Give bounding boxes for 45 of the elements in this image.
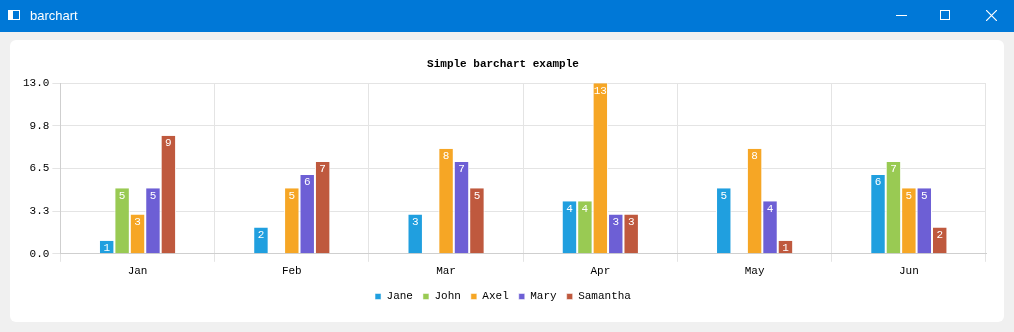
legend-label: Samantha xyxy=(578,290,632,303)
legend-label: Axel xyxy=(482,290,509,303)
data-label: 7 xyxy=(458,163,465,176)
text: barchart xyxy=(30,8,78,23)
legend-label: Mary xyxy=(530,290,558,303)
x-tick-label: Jun xyxy=(898,265,919,278)
data-label: 4 xyxy=(766,202,774,215)
data-label: 7 xyxy=(890,163,897,176)
y-tick-label: 6.5 xyxy=(29,162,50,175)
data-label: 4 xyxy=(566,202,574,215)
y-tick-label: 0.0 xyxy=(29,247,50,260)
x-tick-label: Jan xyxy=(127,265,148,278)
data-label: 13 xyxy=(593,84,607,97)
data-label: 5 xyxy=(473,189,481,202)
data-label: 3 xyxy=(612,215,620,228)
data-label: 9 xyxy=(165,137,172,150)
data-label: 5 xyxy=(288,189,296,202)
chart-title: Simple barchart example xyxy=(427,58,580,71)
x-tick-label: Mar xyxy=(436,265,456,278)
data-label: 4 xyxy=(581,202,589,215)
x-tick-label: Feb xyxy=(281,265,302,278)
data-label: 6 xyxy=(874,176,882,189)
data-label: 3 xyxy=(411,215,419,228)
y-tick-label: 13.0 xyxy=(23,77,50,90)
data-label: 2 xyxy=(936,228,944,241)
data-label: 6 xyxy=(303,176,311,189)
data-label: 2 xyxy=(257,228,265,241)
legend-label: Jane xyxy=(386,290,413,303)
legend-label: John xyxy=(434,290,461,303)
data-label: 1 xyxy=(103,242,111,255)
y-tick-label: 3.3 xyxy=(29,205,50,218)
y-tick-label: 9.8 xyxy=(29,119,50,132)
data-label: 5 xyxy=(920,189,928,202)
data-label: 5 xyxy=(905,189,913,202)
data-label: 7 xyxy=(319,163,326,176)
data-label: 3 xyxy=(134,215,141,228)
data-label: 3 xyxy=(627,215,635,228)
data-label: 5 xyxy=(149,189,157,202)
data-label: 1 xyxy=(782,242,790,255)
x-tick-label: May xyxy=(744,265,765,278)
x-tick-label: Apr xyxy=(590,265,611,278)
data-label: 8 xyxy=(442,150,450,163)
data-label: 5 xyxy=(720,189,728,202)
data-label: 8 xyxy=(751,150,758,163)
data-label: 5 xyxy=(118,189,126,202)
